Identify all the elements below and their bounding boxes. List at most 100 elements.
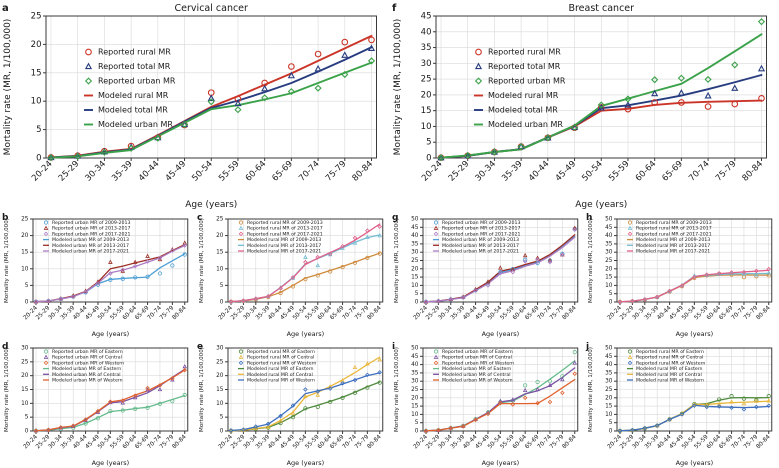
y-axis: 0 5 10 15 20 25 bbox=[31, 12, 46, 164]
legend-label: Modeled total MR bbox=[488, 106, 558, 115]
legend-label: Modeled urban MR of 2009-2013 bbox=[442, 237, 519, 243]
y-axis: 0 5 10 15 20 25 bbox=[216, 217, 228, 306]
svg-text:75-79: 75-79 bbox=[324, 159, 349, 184]
svg-text:45: 45 bbox=[411, 225, 419, 231]
y-axis: 0 5 10 15 20 25 30 35 40 45 50 bbox=[605, 346, 618, 435]
x-axis: 20-2425-2930-3435-3940-4445-4950-5455-59… bbox=[218, 431, 383, 450]
svg-text:0: 0 bbox=[220, 429, 224, 435]
svg-text:20: 20 bbox=[31, 40, 42, 50]
y-axis: 0 5 10 15 20 25 30 35 40 45 50 bbox=[605, 217, 618, 306]
svg-text:15: 15 bbox=[605, 275, 613, 281]
svg-text:40: 40 bbox=[420, 27, 431, 37]
gridlines bbox=[422, 218, 578, 302]
legend-label: Reported urban MR of 2017-2021 bbox=[52, 231, 130, 237]
panel-letter-b: b bbox=[2, 213, 9, 223]
svg-text:5: 5 bbox=[25, 283, 29, 289]
panel-letter-i: i bbox=[392, 342, 395, 352]
x-axis-label: Age (years) bbox=[575, 200, 627, 210]
svg-text:45: 45 bbox=[411, 354, 419, 360]
svg-text:50-54: 50-54 bbox=[190, 159, 215, 184]
legend-a: Reported rural MR Reported total MR Report… bbox=[84, 48, 176, 129]
legend-label: Reported urban MR of 2009-2013 bbox=[52, 220, 130, 226]
panel-letter-d: d bbox=[2, 342, 8, 352]
x-axis-label: Age (years) bbox=[286, 459, 324, 467]
y-axis: 0 5 10 15 20 25 30 35 40 45 bbox=[420, 12, 436, 164]
x-axis: 20-2425-2930-3435-3940-4445-4950-5455-59… bbox=[412, 431, 577, 450]
legend-f: Reported rural MR Reported total MR Report… bbox=[473, 48, 566, 129]
chart-svg-a: 0 5 10 15 20 25 20-24 25-29 30-34 35-39 40-44 45-49… bbox=[2, 3, 377, 210]
row-middle: 0 5 10 15 20 25 20-24 25-29 30-34 35-39 40-44 45-49… bbox=[0, 210, 779, 339]
svg-text:80-84: 80-84 bbox=[366, 434, 382, 450]
chart-svg-f: 0 5 10 15 20 25 30 35 40 45 20-24 25-29 30-34 35-39 40… bbox=[392, 3, 767, 210]
y-axis: 0 5 10 15 20 25 30 35 40 45 50 bbox=[411, 346, 423, 435]
svg-text:40: 40 bbox=[411, 233, 419, 239]
svg-text:10: 10 bbox=[21, 401, 29, 407]
svg-text:50: 50 bbox=[605, 346, 613, 352]
panel-letter-f: f bbox=[392, 3, 397, 14]
legend-label: Modeled rural MR of Western bbox=[247, 378, 315, 384]
svg-text:5: 5 bbox=[220, 415, 224, 421]
y-axis-label: Mortality rate (MR, 1/100,000) bbox=[4, 218, 10, 303]
svg-text:70-74: 70-74 bbox=[297, 159, 322, 184]
chart-svg-h: 0 5 10 15 20 25 30 35 40 45 50 20-2425-2930-3435-39… bbox=[586, 213, 773, 338]
svg-text:45-49: 45-49 bbox=[553, 159, 578, 184]
svg-text:15: 15 bbox=[21, 250, 29, 256]
legend-label: Reported rural MR of 2017-2021 bbox=[636, 231, 712, 237]
legend-label: Modeled urban MR of 2017-2021 bbox=[52, 249, 129, 255]
svg-text:30: 30 bbox=[420, 59, 431, 69]
y-axis-label: Mortality rate (MR, 1/100,000) bbox=[393, 19, 403, 156]
panel-title: Cervical cancer bbox=[175, 3, 248, 14]
svg-text:25: 25 bbox=[605, 387, 613, 393]
svg-text:50: 50 bbox=[411, 346, 419, 352]
chart-svg-c: 0 5 10 15 20 25 20-2425-2930-3435-3940-4445-49… bbox=[197, 213, 383, 338]
legend-label: Modeled urban MR of Western bbox=[52, 378, 123, 384]
svg-text:60-64: 60-64 bbox=[633, 159, 658, 184]
svg-text:35-39: 35-39 bbox=[110, 159, 135, 184]
legend-label: Reported urban MR of Eastern bbox=[442, 349, 513, 355]
series-line-c-modeled-rural-mr-of-2009-2013 bbox=[230, 252, 381, 303]
svg-text:25-29: 25-29 bbox=[57, 159, 82, 184]
svg-text:55-59: 55-59 bbox=[607, 159, 632, 184]
svg-text:25: 25 bbox=[216, 217, 224, 223]
legend-label: Reported urban MR of Western bbox=[52, 360, 124, 366]
legend-label: Reported urban MR of 2013-2017 bbox=[52, 226, 130, 232]
svg-text:10: 10 bbox=[21, 266, 29, 272]
series-markers-j-reported-rural-mr-of-western bbox=[617, 403, 772, 434]
chart-svg-g: 0 5 10 15 20 25 30 35 40 45 50 20-2425-2930-3435-39… bbox=[392, 213, 578, 338]
x-axis-label: Age (years) bbox=[92, 330, 130, 338]
svg-text:5: 5 bbox=[609, 420, 613, 426]
series-markers-h-reported-rural-mr-of-2017-2021 bbox=[617, 266, 772, 305]
svg-text:35: 35 bbox=[411, 370, 419, 376]
panel-letter-g: g bbox=[392, 213, 398, 223]
x-axis-label: Age (years) bbox=[481, 459, 519, 467]
svg-text:25: 25 bbox=[21, 359, 29, 365]
y-axis-label: Mortality rate (MR, 1/100,000) bbox=[4, 347, 10, 432]
plot-series bbox=[423, 225, 577, 305]
series-line-c-modeled-rural-mr-of-2017-2021 bbox=[230, 223, 381, 303]
legend-label: Reported urban MR bbox=[488, 77, 566, 86]
y-axis: 0 5 10 15 20 25 bbox=[21, 217, 33, 306]
series-markers-i-reported-urban-mr-of-western bbox=[423, 371, 577, 434]
svg-text:0: 0 bbox=[609, 429, 613, 435]
legend-label: Modeled rural MR of 2013-2017 bbox=[247, 243, 321, 249]
svg-text:15: 15 bbox=[411, 404, 419, 410]
legend-label: Reported urban MR of 2013-2017 bbox=[442, 226, 520, 232]
legend-label: Reported total MR bbox=[98, 62, 171, 71]
svg-text:0: 0 bbox=[414, 300, 418, 306]
svg-text:30-34: 30-34 bbox=[473, 159, 498, 184]
svg-text:20-24: 20-24 bbox=[420, 159, 445, 184]
svg-text:55-59: 55-59 bbox=[217, 159, 242, 184]
legend-label: Modeled rural MR bbox=[488, 91, 559, 100]
legend-label: Reported rural MR of Western bbox=[636, 360, 705, 366]
svg-text:5: 5 bbox=[36, 125, 41, 135]
panel-c-cervical-rural-period-chart: 0 5 10 15 20 25 20-24 25-29 30-34 35-39 40-44 45-49… bbox=[194, 210, 390, 339]
y-axis: 0 5 10 15 20 25 30 bbox=[21, 346, 33, 435]
legend-label: Modeled urban MR of Eastern bbox=[52, 366, 121, 372]
svg-text:0: 0 bbox=[36, 154, 41, 164]
